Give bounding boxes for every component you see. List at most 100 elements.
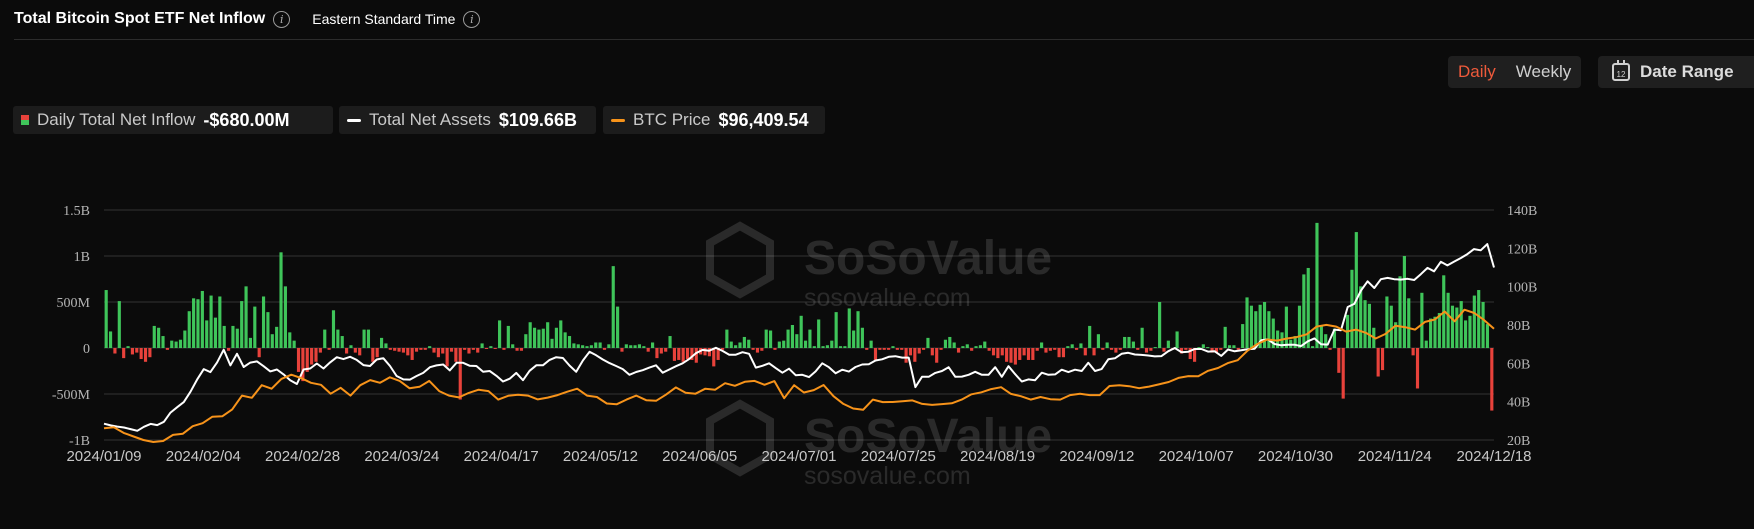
bar xyxy=(1026,348,1031,360)
bar xyxy=(843,346,847,348)
bar xyxy=(108,331,113,348)
bar xyxy=(895,348,899,350)
logo-icon xyxy=(706,221,774,299)
legend-name: BTC Price xyxy=(633,110,711,129)
watermark-brand: SoSoValue xyxy=(804,410,1052,463)
bar xyxy=(852,330,856,348)
bar xyxy=(1149,348,1153,351)
bar xyxy=(607,344,611,348)
bar xyxy=(672,348,676,361)
bar xyxy=(1013,348,1017,365)
bar xyxy=(1354,232,1358,348)
bar xyxy=(484,348,489,349)
bar xyxy=(209,295,213,348)
bar xyxy=(939,348,943,350)
date-range-label: Date Range xyxy=(1640,62,1734,81)
bar xyxy=(200,290,204,348)
bar xyxy=(1101,348,1105,350)
bar xyxy=(1450,305,1455,348)
bar xyxy=(1227,345,1232,348)
bar xyxy=(751,348,755,350)
bar xyxy=(240,301,244,348)
right-tick-label: 120B xyxy=(1507,242,1537,257)
bar xyxy=(296,348,301,372)
bar xyxy=(1267,311,1271,348)
bar xyxy=(253,306,257,348)
bar xyxy=(1319,325,1323,348)
bar xyxy=(685,348,690,360)
bar xyxy=(1437,313,1441,348)
legend-btc-price[interactable]: BTC Price $96,409.54 xyxy=(603,106,825,134)
inflow-chart[interactable]: SoSoValue sosovalue.com SoSoValue sosova… xyxy=(0,190,1754,529)
bar xyxy=(1118,348,1122,350)
bar xyxy=(620,348,624,352)
bar xyxy=(122,348,126,359)
weekly-button[interactable]: Weekly xyxy=(1515,62,1572,81)
bar xyxy=(1000,348,1004,356)
bar xyxy=(165,348,169,350)
bar xyxy=(935,348,939,363)
bar xyxy=(213,317,218,348)
bar xyxy=(379,337,384,348)
bar xyxy=(913,348,917,362)
left-tick-label: -1B xyxy=(69,434,90,449)
bar xyxy=(1271,318,1275,348)
bar xyxy=(480,343,484,348)
bar xyxy=(143,348,148,362)
bar xyxy=(1074,348,1079,350)
bar xyxy=(541,328,545,348)
bar xyxy=(1044,348,1048,353)
bar xyxy=(589,345,593,348)
bar xyxy=(157,327,161,348)
date-range-button[interactable]: 12 Date Range xyxy=(1598,56,1754,88)
daily-button[interactable]: Daily xyxy=(1458,62,1496,81)
bar xyxy=(148,348,152,358)
bar xyxy=(331,310,336,348)
bar xyxy=(572,343,576,348)
bar xyxy=(712,348,716,367)
bar xyxy=(1214,348,1219,353)
legend-total-net-assets[interactable]: Total Net Assets $109.66B xyxy=(339,106,596,134)
bar xyxy=(502,348,506,350)
right-tick-label: 60B xyxy=(1507,357,1530,372)
bar xyxy=(506,325,510,348)
bar xyxy=(1455,307,1459,348)
bar xyxy=(760,348,764,351)
bar xyxy=(742,336,746,348)
legend-daily-net-inflow[interactable]: Daily Total Net Inflow -$680.00M xyxy=(13,106,333,134)
bar xyxy=(664,348,668,352)
bar xyxy=(1350,269,1354,348)
bar xyxy=(1083,348,1087,356)
bar xyxy=(1420,292,1424,348)
bar xyxy=(1249,305,1253,348)
timezone-info-icon[interactable]: i xyxy=(463,10,481,28)
bar xyxy=(546,322,550,348)
bar xyxy=(1236,348,1240,350)
bar xyxy=(1184,348,1188,350)
bar xyxy=(987,348,991,351)
title-info-icon[interactable]: i xyxy=(273,10,291,28)
bar xyxy=(152,325,156,348)
left-tick-label: 500M xyxy=(57,296,91,311)
bar xyxy=(532,327,537,348)
line-swatch-icon xyxy=(347,118,361,122)
bar xyxy=(1302,274,1306,348)
bar xyxy=(1131,341,1135,348)
bar xyxy=(174,341,178,348)
bar xyxy=(301,348,305,382)
bar xyxy=(1490,348,1494,411)
bar xyxy=(314,348,318,362)
bar xyxy=(498,320,502,348)
bar xyxy=(135,348,139,353)
bar xyxy=(161,336,165,348)
bar xyxy=(1158,302,1162,348)
bar xyxy=(690,348,694,360)
bar xyxy=(974,346,978,348)
bar xyxy=(1389,305,1393,348)
x-tick-label: 2024/11/24 xyxy=(1358,448,1432,465)
x-tick-label: 2024/10/30 xyxy=(1258,448,1333,465)
bar xyxy=(432,348,436,353)
bar xyxy=(463,348,467,350)
bar xyxy=(388,348,392,350)
bar xyxy=(991,348,996,356)
